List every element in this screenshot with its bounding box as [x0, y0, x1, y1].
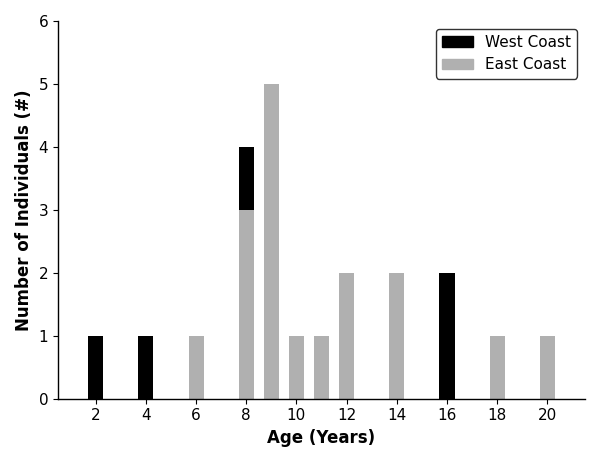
- Bar: [490, 336, 505, 399]
- Bar: [490, 336, 505, 399]
- Bar: [139, 336, 154, 399]
- Y-axis label: Number of Individuals (#): Number of Individuals (#): [15, 89, 33, 331]
- Bar: [314, 336, 329, 399]
- Bar: [239, 210, 254, 399]
- Legend: West Coast, East Coast: West Coast, East Coast: [436, 29, 577, 79]
- Bar: [540, 336, 555, 399]
- Bar: [88, 336, 103, 399]
- Bar: [239, 147, 254, 399]
- X-axis label: Age (Years): Age (Years): [268, 429, 376, 447]
- Bar: [389, 336, 404, 399]
- Bar: [264, 84, 279, 399]
- Bar: [439, 273, 455, 399]
- Bar: [289, 336, 304, 399]
- Bar: [188, 336, 203, 399]
- Bar: [339, 273, 354, 399]
- Bar: [389, 273, 404, 399]
- Bar: [264, 273, 279, 399]
